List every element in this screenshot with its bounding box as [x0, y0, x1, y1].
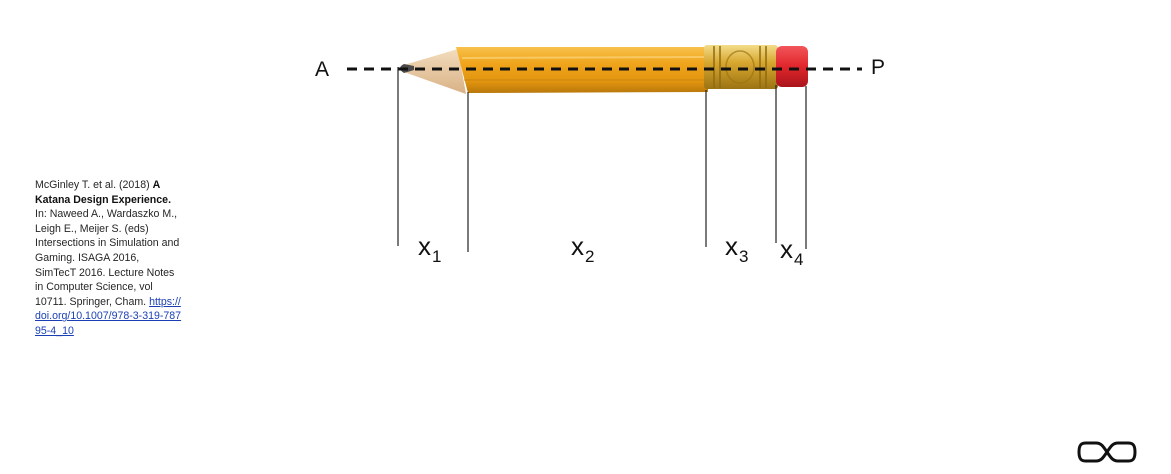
point-p-label: P — [871, 56, 885, 80]
measurement-lines — [398, 67, 806, 252]
citation-body: In: Naweed A., Wardaszko M., Leigh E., M… — [35, 208, 179, 308]
pencil-eraser — [776, 46, 808, 87]
infinity-logo-icon — [1076, 440, 1138, 464]
segment-label-x2: x2 — [571, 231, 594, 267]
point-a-label: A — [315, 58, 329, 82]
segment-label-x4: x4 — [780, 234, 803, 270]
segment-label-x1: x1 — [418, 231, 441, 267]
segment-label-x3: x3 — [725, 231, 748, 267]
citation-text: McGinley T. et al. (2018) A Katana Desig… — [35, 178, 183, 339]
pencil-wood-tip — [401, 49, 466, 94]
citation-authors: McGinley T. et al. (2018) — [35, 179, 153, 191]
